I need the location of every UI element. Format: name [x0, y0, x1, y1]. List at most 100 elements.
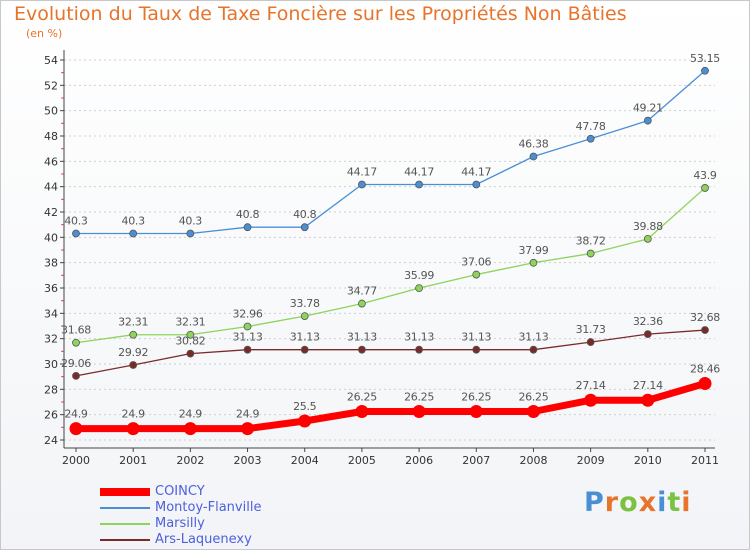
y-tick-label: 26: [44, 409, 58, 422]
data-label: 26.25: [461, 391, 491, 404]
legend-label: Ars-Laquenexy: [155, 532, 252, 547]
data-point: [72, 338, 80, 347]
logo-letter: x: [638, 487, 658, 518]
grid-lines: [64, 59, 715, 441]
data-point: [243, 223, 252, 232]
data-label: 53.15: [690, 52, 720, 65]
data-label: 27.14: [576, 379, 606, 392]
x-tick-label: 2010: [634, 454, 662, 467]
data-point: [243, 322, 252, 331]
data-label: 37.99: [518, 244, 548, 257]
x-tick-label: 2001: [119, 454, 147, 467]
y-tick-label: 38: [44, 257, 58, 270]
data-label: 32.36: [633, 315, 663, 328]
series-line-montoy-flanville: [75, 70, 706, 235]
data-label: 32.31: [175, 316, 205, 329]
data-label: 40.3: [64, 215, 88, 228]
y-tick-label: 34: [44, 307, 58, 320]
logo-letter: i: [657, 487, 668, 518]
data-point: [186, 349, 195, 358]
legend-label: COINCY: [155, 484, 205, 499]
legend-label: Montoy-Flanville: [155, 500, 262, 515]
data-point: [72, 372, 80, 380]
data-label: 29.92: [118, 346, 148, 359]
y-tick-label: 50: [44, 105, 58, 118]
proxiti-logo: Proxiti: [584, 487, 692, 518]
legend: COINCY Montoy-Flanville Marsilly Ars-Laquen…: [100, 484, 340, 548]
data-point: [529, 345, 538, 354]
data-label: 40.3: [122, 215, 146, 228]
data-label: 26.25: [518, 391, 548, 404]
data-label: 24.9: [236, 408, 260, 421]
data-point: [472, 180, 481, 189]
data-label: 26.25: [404, 391, 434, 404]
data-label: 28.46: [690, 363, 720, 376]
data-label: 31.68: [61, 324, 91, 337]
series-line-marsilly: [75, 187, 706, 344]
logo-letter: P: [584, 487, 605, 518]
x-tick-label: 2011: [691, 454, 719, 467]
data-point: [355, 405, 369, 418]
data-label: 34.77: [347, 285, 377, 298]
data-point: [415, 345, 423, 354]
y-tick-label: 52: [44, 79, 58, 92]
data-label: 47.78: [576, 120, 606, 133]
data-point: [243, 345, 252, 354]
legend-label: Marsilly: [155, 516, 205, 531]
data-label: 43.9: [693, 169, 717, 182]
data-label: 39.88: [633, 220, 663, 233]
data-label: 24.9: [122, 408, 146, 421]
x-tick-label: 2003: [234, 454, 262, 467]
logo-letter: t: [667, 487, 682, 518]
data-point: [586, 338, 595, 346]
data-label: 33.78: [290, 297, 320, 310]
chart-subtitle: (en %): [26, 27, 63, 40]
data-point: [300, 312, 309, 321]
data-label: 44.17: [461, 166, 491, 179]
data-label: 37.06: [461, 256, 491, 269]
data-point: [586, 134, 595, 143]
data-point: [701, 184, 709, 192]
data-label: 40.8: [293, 208, 317, 221]
y-tick-label: 40: [44, 231, 58, 244]
data-label: 30.82: [175, 335, 205, 348]
data-point: [183, 422, 197, 436]
data-label: 26.25: [347, 391, 377, 404]
legend-swatch: [100, 539, 150, 541]
data-label: 31.13: [404, 331, 434, 344]
data-point: [69, 422, 83, 436]
data-label: 40.8: [236, 208, 260, 221]
data-point: [358, 299, 366, 308]
y-tick-label: 24: [44, 434, 58, 447]
data-label: 31.13: [461, 331, 491, 344]
series-line-ars-laquenexy: [75, 329, 706, 377]
y-tick-label: 32: [44, 333, 58, 346]
legend-swatch: [100, 488, 150, 496]
data-label: 40.3: [179, 215, 203, 228]
legend-swatch: [100, 507, 150, 509]
data-label: 32.31: [118, 316, 148, 329]
data-label: 32.68: [690, 311, 720, 324]
data-point: [415, 180, 423, 189]
data-point: [701, 66, 709, 75]
legend-item: COINCY: [100, 484, 340, 500]
logo-letter: r: [604, 487, 620, 518]
x-tick-label: 2002: [176, 454, 204, 467]
y-tick-label: 54: [44, 54, 58, 67]
data-label: 32.96: [233, 308, 263, 321]
legend-swatch: [100, 523, 150, 525]
data-point: [298, 414, 312, 428]
data-label: 46.38: [518, 138, 548, 151]
data-point: [126, 422, 140, 436]
legend-item: Montoy-Flanville: [100, 500, 340, 516]
data-point: [529, 258, 538, 267]
data-point: [358, 345, 366, 354]
legend-item: Ars-Laquenexy: [100, 532, 340, 548]
data-point: [526, 405, 540, 418]
chart-title: Evolution du Taux de Taxe Foncière sur l…: [14, 3, 627, 25]
data-point: [300, 345, 309, 354]
data-point: [415, 284, 423, 293]
x-tick-label: 2008: [519, 454, 547, 467]
